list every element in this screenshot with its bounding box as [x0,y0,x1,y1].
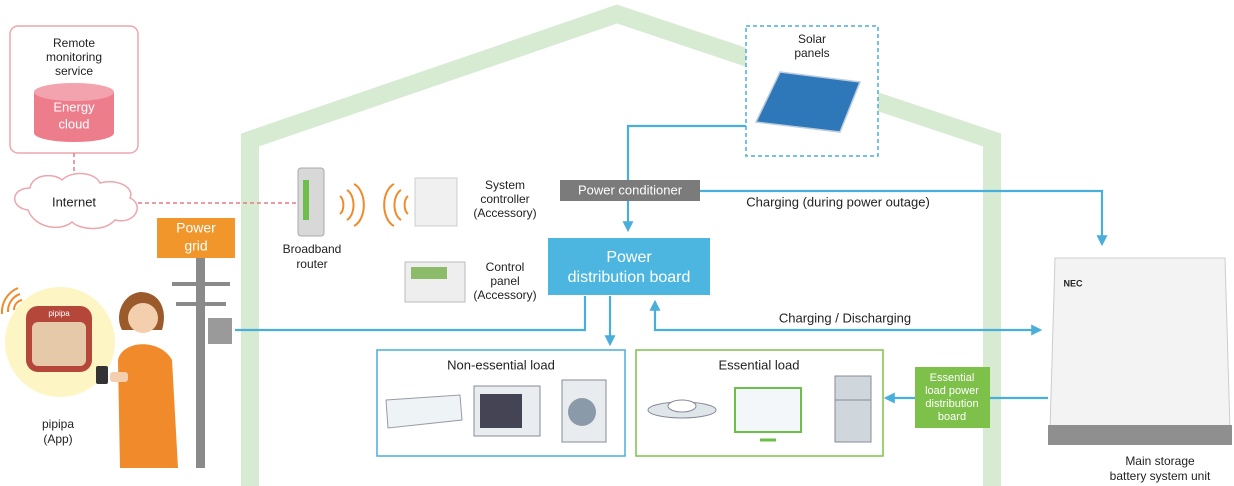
label: load power [925,385,979,397]
label: Essential [930,372,975,384]
label: (Accessory) [473,206,536,220]
brand: NEC [1063,278,1083,288]
label: Solar [798,32,826,46]
label: panel [490,274,519,288]
label: grid [184,238,207,254]
label: Essential load [719,357,800,372]
label: distribution [925,398,978,410]
label: (App) [43,432,72,446]
label: Internet [52,194,96,209]
diagram: Remote monitoring service Energy cloud I… [0,0,1234,486]
arrow [628,126,746,230]
label: service [55,64,93,78]
label: (Accessory) [473,288,536,302]
control-panel [405,262,465,302]
label: Control [486,260,525,274]
label: controller [480,192,529,206]
label: Non-essential load [447,357,555,372]
label: Power [606,249,652,266]
edge-label: Charging (during power outage) [746,194,930,209]
label: battery system unit [1110,469,1211,483]
page: {"nodes": { "remote_monitoring": {"label… [0,0,1234,486]
edge-label: Charging / Discharging [779,310,911,325]
label: router [296,257,327,271]
label: pipipa [42,417,74,431]
label: System [485,178,525,192]
label: Main storage [1125,454,1195,468]
label: board [938,411,966,423]
label: Power conditioner [578,182,683,197]
label: panels [794,46,829,60]
label: Remote [53,36,95,50]
broadband-router [298,168,324,236]
app-icon-text: pipipa [48,309,70,318]
label: Power [176,220,216,236]
wireless-waves [340,184,408,226]
label: distribution board [568,269,691,286]
label: cloud [58,116,89,131]
utility-pole [172,258,232,468]
label: Energy [53,99,95,114]
label: monitoring [46,50,102,64]
power-distribution-board [548,238,710,295]
app-icon-art [32,322,86,366]
system-controller [415,178,457,226]
label: Broadband [283,242,342,256]
